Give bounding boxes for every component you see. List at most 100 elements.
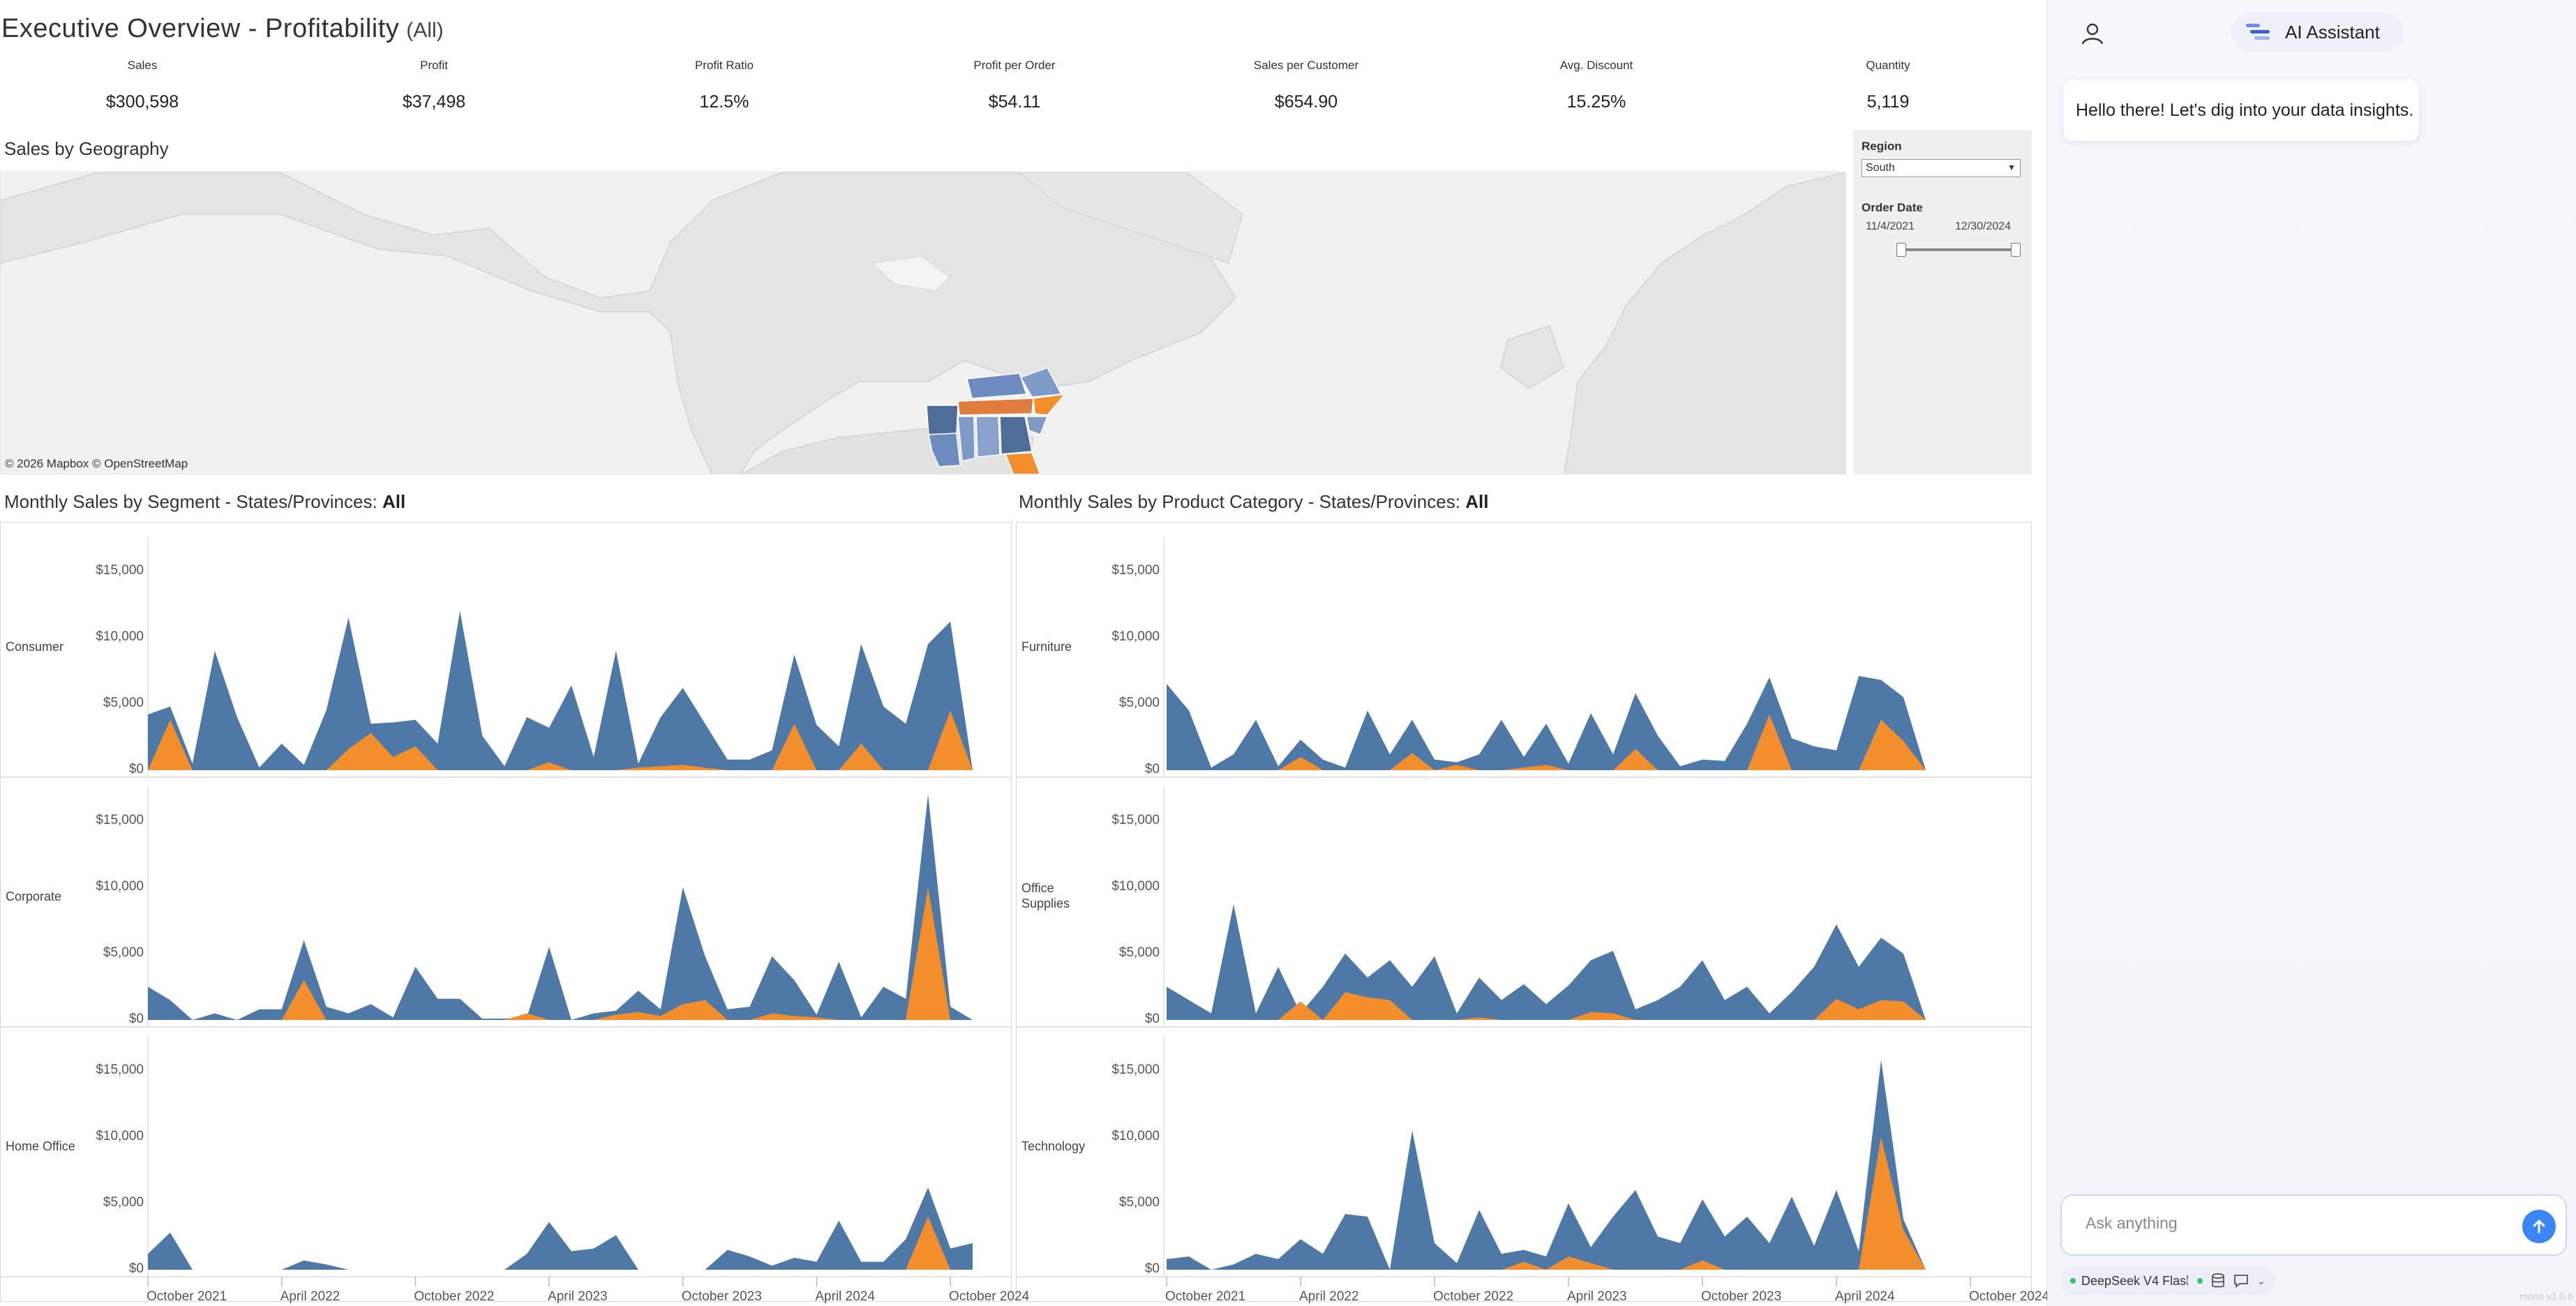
date-slider-end-handle[interactable] bbox=[2011, 243, 2021, 257]
british-isles-land bbox=[1500, 325, 1564, 389]
y-tick-label: $5,000 bbox=[1118, 695, 1160, 710]
kpi-label: Avg. Discount bbox=[1559, 59, 1633, 72]
ai-assistant-button[interactable]: AI Assistant bbox=[2231, 13, 2404, 52]
state-arkansas[interactable] bbox=[926, 405, 959, 435]
tools-selector[interactable]: ⌄ bbox=[2187, 1267, 2275, 1295]
title-filter-suffix: (All) bbox=[406, 19, 444, 42]
y-tick-label: $15,000 bbox=[96, 812, 144, 827]
state-georgia[interactable] bbox=[999, 416, 1033, 455]
map-attribution[interactable]: © 2026 Mapbox © OpenStreetMap bbox=[5, 457, 188, 470]
model-status-dot bbox=[2070, 1278, 2076, 1284]
y-tick-label: $10,000 bbox=[1111, 629, 1160, 644]
x-tick-label: October 2024 bbox=[949, 1289, 1030, 1304]
kpi-label: Sales per Customer bbox=[1253, 59, 1359, 72]
y-tick-label: $5,000 bbox=[1118, 945, 1160, 960]
great-lakes bbox=[871, 255, 950, 292]
kpi-value: 12.5% bbox=[699, 92, 749, 112]
segment-chart-frame bbox=[0, 522, 1012, 1302]
y-tick-label: $10,000 bbox=[96, 1128, 144, 1143]
chat-input-box bbox=[2060, 1194, 2567, 1256]
state-kentucky[interactable] bbox=[966, 373, 1028, 399]
y-tick-label: $5,000 bbox=[103, 1194, 144, 1210]
x-tick-label: October 2023 bbox=[681, 1289, 762, 1304]
user-button[interactable] bbox=[2076, 17, 2109, 50]
date-range-start: 11/4/2021 bbox=[1866, 220, 1915, 232]
y-tick-label: $10,000 bbox=[1111, 1128, 1160, 1143]
database-icon[interactable] bbox=[2211, 1273, 2225, 1289]
kpi-label: Profit per Order bbox=[973, 59, 1056, 72]
category-chart-title-text: Monthly Sales by Product Category - Stat… bbox=[1019, 491, 1460, 512]
kpi-value: 15.25% bbox=[1566, 92, 1626, 112]
y-tick-label: $0 bbox=[128, 762, 144, 776]
x-tick-label: April 2024 bbox=[1835, 1289, 1895, 1304]
state-alabama[interactable] bbox=[975, 416, 1001, 458]
y-tick-label: $15,000 bbox=[1111, 562, 1160, 578]
version-label: mono v1.0.6 bbox=[2519, 1291, 2573, 1302]
map-title: Sales by Geography bbox=[4, 138, 169, 159]
assistant-logo-icon bbox=[2246, 24, 2270, 40]
segment-chart-states-value: All bbox=[382, 491, 406, 512]
send-button[interactable] bbox=[2522, 1210, 2556, 1243]
dashboard: Executive Overview - Profitability (All)… bbox=[0, 14, 2050, 1304]
greenland-land bbox=[1018, 172, 1243, 264]
y-tick-label: $0 bbox=[1144, 1012, 1160, 1026]
x-tick-label: April 2023 bbox=[1567, 1289, 1627, 1304]
chat-input[interactable] bbox=[2085, 1214, 2490, 1233]
x-tick-label: April 2022 bbox=[280, 1289, 340, 1304]
x-tick-label: October 2023 bbox=[1701, 1289, 1782, 1304]
y-tick-label: $5,000 bbox=[103, 695, 144, 710]
kpi-value: $654.90 bbox=[1274, 92, 1338, 112]
x-tick-label: April 2023 bbox=[548, 1289, 608, 1304]
x-tick-label: October 2022 bbox=[1433, 1289, 1514, 1304]
chevron-down-icon: ⌄ bbox=[2257, 1275, 2266, 1286]
kpi-value: $300,598 bbox=[105, 92, 179, 112]
date-slider-start-handle[interactable] bbox=[1896, 243, 1906, 257]
y-tick-label: $5,000 bbox=[103, 945, 144, 960]
y-tick-label: $0 bbox=[128, 1012, 144, 1026]
date-slider-track[interactable] bbox=[1896, 248, 2021, 251]
panel-label-office-supplies: Office Supplies bbox=[1021, 881, 1070, 910]
ai-assistant-panel: AI Assistant Hello there! Let's dig into… bbox=[2047, 0, 2576, 1306]
kpi-value: 5,119 bbox=[1866, 92, 1910, 112]
segment-chart-title-text: Monthly Sales by Segment - States/Provin… bbox=[4, 491, 377, 512]
y-tick-label: $0 bbox=[128, 1261, 144, 1276]
panel-label-home-office: Home Office bbox=[6, 1139, 75, 1153]
tools-status-dot bbox=[2197, 1278, 2203, 1284]
kpi-value: $37,498 bbox=[402, 92, 466, 112]
geography-map[interactable]: © 2026 Mapbox © OpenStreetMap bbox=[0, 172, 1846, 474]
category-chart-title: Monthly Sales by Product Category - Stat… bbox=[1019, 491, 1488, 513]
kpi-profit-ratio: Profit Ratio 12.5% bbox=[634, 59, 815, 112]
dashboard-title: Executive Overview - Profitability (All) bbox=[1, 14, 444, 49]
state-mississippi[interactable] bbox=[957, 416, 975, 462]
segment-chart-title: Monthly Sales by Segment - States/Provin… bbox=[4, 491, 405, 513]
kpi-avg-discount: Avg. Discount 15.25% bbox=[1506, 59, 1687, 112]
state-louisiana[interactable] bbox=[928, 433, 961, 467]
kpi-value: $54.11 bbox=[988, 92, 1041, 112]
kpi-sales: Sales $300,598 bbox=[52, 59, 233, 112]
chat-icon[interactable] bbox=[2233, 1274, 2249, 1288]
x-tick-label: April 2024 bbox=[815, 1289, 875, 1304]
x-tick-label: October 2022 bbox=[414, 1289, 495, 1304]
panel-label-consumer: Consumer bbox=[6, 640, 64, 654]
europe-land bbox=[1563, 172, 1845, 474]
region-filter-label: Region bbox=[1862, 140, 1902, 153]
model-label: DeepSeek V4 Flash bbox=[2081, 1273, 2194, 1288]
kpi-sales-per-customer: Sales per Customer $654.90 bbox=[1215, 59, 1397, 112]
date-range-end: 12/30/2024 bbox=[1955, 220, 2012, 232]
north-america-land bbox=[1, 172, 1236, 474]
chevron-down-icon: ▼ bbox=[2007, 163, 2016, 172]
state-tennessee[interactable] bbox=[957, 398, 1034, 416]
kpi-label: Quantity bbox=[1866, 59, 1910, 72]
state-south-carolina[interactable] bbox=[1026, 416, 1049, 435]
region-select[interactable]: South ▼ bbox=[1862, 159, 2021, 177]
y-tick-label: $10,000 bbox=[96, 629, 144, 644]
kpi-label: Profit Ratio bbox=[694, 59, 754, 72]
y-tick-label: $15,000 bbox=[1111, 812, 1160, 827]
state-florida[interactable] bbox=[1004, 452, 1041, 474]
x-tick-label: October 2021 bbox=[1165, 1289, 1246, 1304]
y-tick-label: $0 bbox=[1144, 762, 1160, 776]
state-north-carolina[interactable] bbox=[1033, 393, 1066, 416]
ai-assistant-title: AI Assistant bbox=[2285, 21, 2380, 43]
y-tick-label: $5,000 bbox=[1118, 1194, 1160, 1210]
kpi-quantity: Quantity 5,119 bbox=[1797, 59, 1979, 112]
